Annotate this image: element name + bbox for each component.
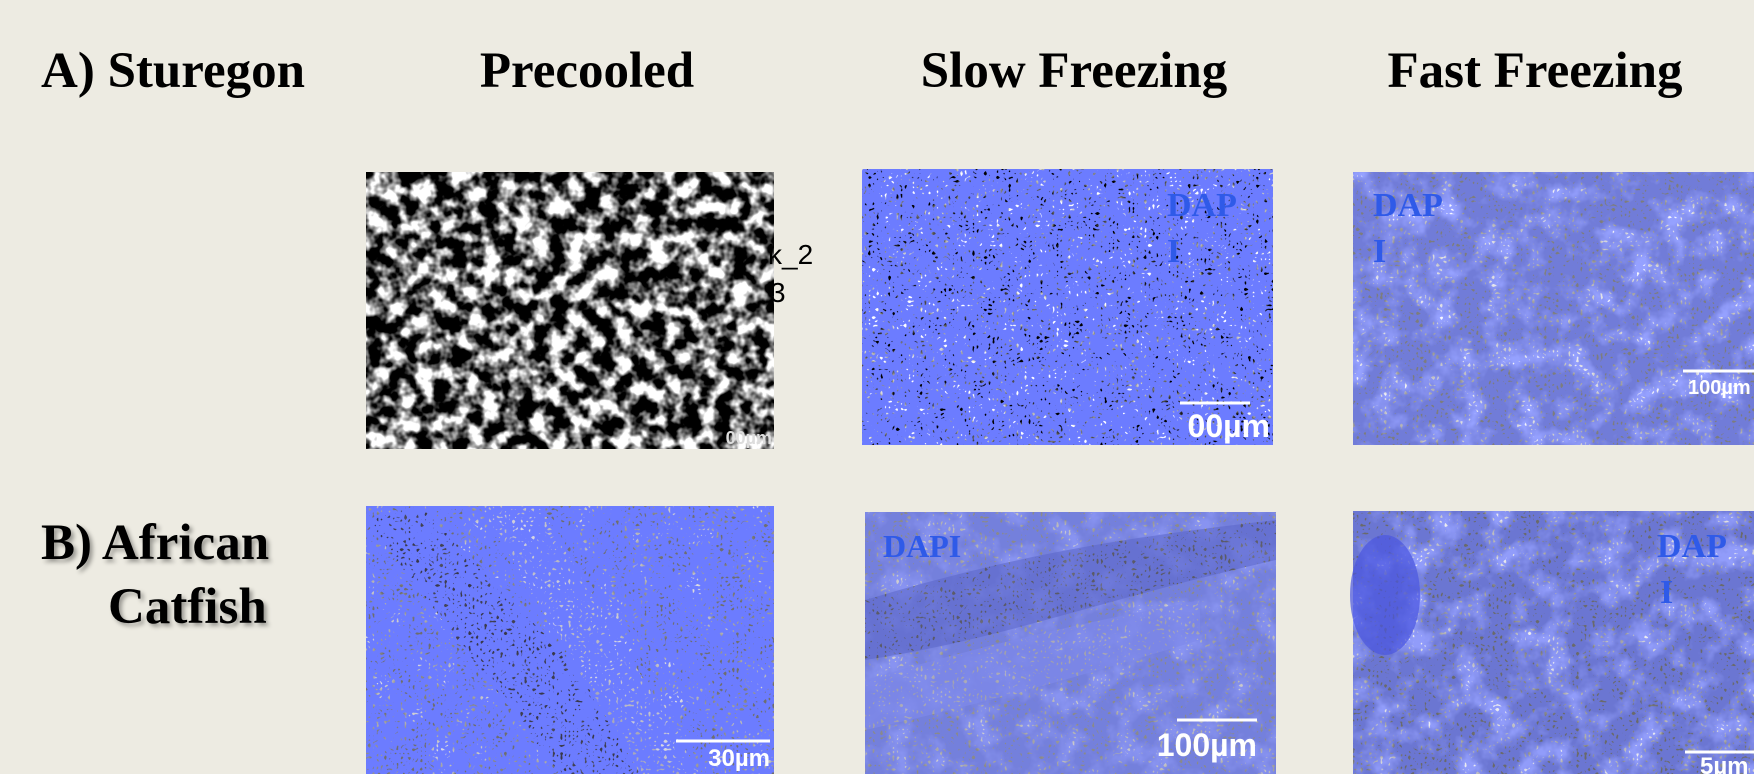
stain-label: I — [1373, 233, 1386, 270]
overlay-text: k_2 — [768, 239, 813, 270]
scale-bar-label: 100µm — [1157, 727, 1257, 763]
stain-label: I — [1660, 574, 1673, 611]
stain-label: I — [1167, 233, 1180, 270]
slide: A) Sturegon Precooled Slow Freezing Fast… — [0, 0, 1754, 774]
row-b-label: B) African — [41, 515, 269, 571]
scale-bar-label: 100µm — [1688, 377, 1751, 399]
scale-bar-label: 5µm — [1700, 753, 1749, 774]
overlay-text: 3 — [770, 277, 786, 308]
row-a-label: A) Sturegon — [41, 43, 305, 99]
stain-label: DAP — [1167, 187, 1237, 224]
column-title: Slow Freezing — [921, 43, 1227, 99]
stain-label: DAP — [1657, 528, 1727, 565]
stain-label: DAPI — [883, 528, 961, 564]
micrograph — [366, 506, 774, 774]
column-title: Fast Freezing — [1387, 43, 1682, 99]
row-b-label: Catfish — [108, 579, 267, 635]
column-title: Precooled — [480, 43, 694, 99]
stain-label: DAP — [1373, 187, 1443, 224]
scale-bar-label: 00µm — [726, 428, 772, 448]
scale-bar-label: 30µm — [708, 745, 770, 772]
micrograph — [366, 172, 774, 449]
scale-bar-label: 00µm — [1188, 408, 1270, 444]
